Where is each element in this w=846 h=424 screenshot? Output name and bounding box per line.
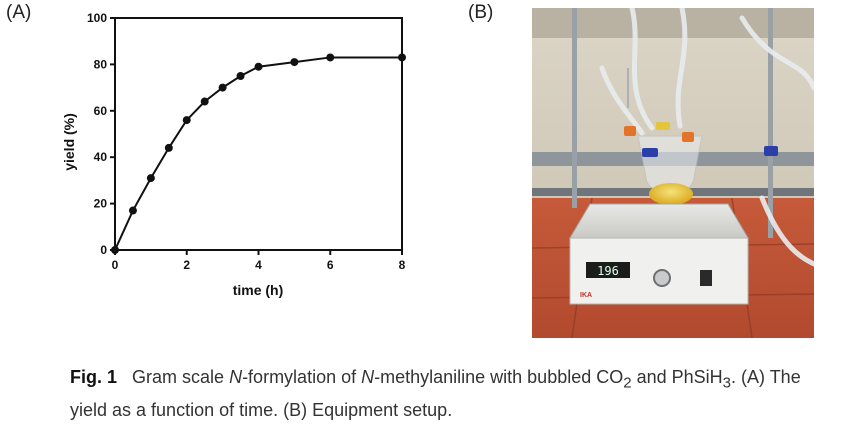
- x-tick-label: 4: [255, 258, 262, 272]
- data-point: [111, 246, 119, 254]
- hotplate-stirrer: 196 IKA: [569, 203, 749, 305]
- hotplate-display: 196: [597, 264, 619, 278]
- caption-text-1: Gram scale: [132, 367, 230, 387]
- data-point: [398, 53, 406, 62]
- series-line: [114, 56, 402, 251]
- caption-italic-n-2: N: [361, 367, 375, 387]
- caption-italic-n-1: N: [229, 367, 243, 387]
- panel-a-label: (A): [6, 2, 32, 23]
- x-tick-label: 2: [183, 258, 190, 272]
- data-point: [326, 53, 335, 62]
- y-tick-label: 20: [94, 197, 108, 211]
- caption-subscript-3: 3: [722, 374, 732, 392]
- equipment-photo: 196 IKA: [532, 8, 814, 338]
- reaction-flask: [624, 122, 778, 205]
- data-point: [254, 62, 263, 71]
- data-point: [182, 116, 191, 125]
- y-tick-label: 100: [87, 11, 107, 25]
- caption-text-4: and PhSiH: [636, 367, 723, 387]
- x-tick-label: 0: [112, 258, 119, 272]
- caption-text-5: . (A) The yield as a function of time. (…: [70, 367, 801, 420]
- tubing: [599, 8, 814, 267]
- y-tick-label: 40: [94, 150, 108, 164]
- panel-b-label: (B): [468, 2, 494, 23]
- y-tick-label: 60: [94, 104, 108, 118]
- y-axis-title: yield (%): [61, 113, 77, 171]
- x-tick-label: 8: [399, 258, 406, 272]
- caption-text-3: -methylaniline with bubbled CO: [374, 367, 624, 387]
- caption-fig-label: Fig. 1: [70, 367, 118, 387]
- data-point: [236, 72, 245, 80]
- data-point: [200, 97, 209, 106]
- stand-rods: [572, 8, 773, 238]
- hotplate-brand-mark: IKA: [580, 292, 592, 299]
- data-point: [218, 83, 227, 92]
- data-point: [164, 143, 173, 152]
- figure-caption: Fig. 1 Gram scale N-formylation of N-met…: [70, 364, 830, 424]
- caption-subscript-2: 2: [623, 374, 632, 392]
- photo-shelf: [532, 8, 814, 38]
- data-point: [290, 58, 299, 67]
- data-point: [146, 174, 155, 183]
- caption-text-2: -formylation of: [242, 367, 362, 387]
- y-tick-label: 0: [100, 243, 107, 257]
- chart-series: [111, 53, 406, 254]
- y-tick-label: 80: [94, 57, 108, 71]
- plot-frame: [114, 17, 403, 251]
- data-point: [128, 206, 137, 215]
- x-tick-label: 6: [327, 258, 334, 272]
- x-axis-title: time (h): [233, 282, 284, 298]
